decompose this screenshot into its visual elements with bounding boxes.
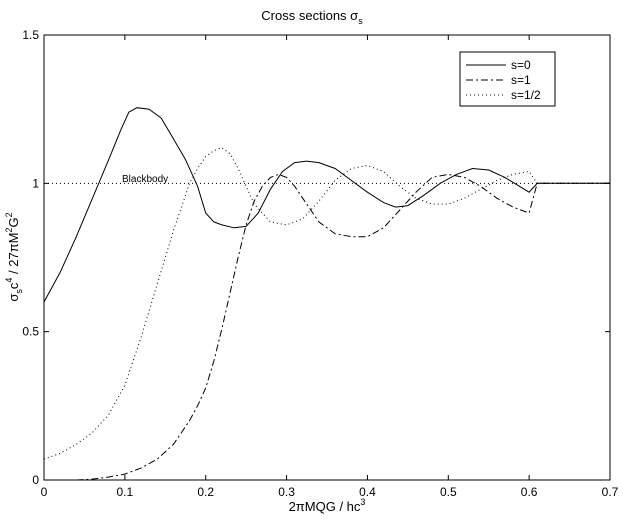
x-axis-ticks: 0 0.1 0.2 0.3 0.4 0.5 0.6 0.7	[41, 35, 619, 499]
chart-title-subscript: s	[358, 16, 363, 26]
y-tick-label: 0.5	[22, 325, 39, 339]
y-axis-ticks: 0 0.5 1 1.5	[22, 28, 610, 487]
x-tick-label: 0	[41, 485, 48, 499]
chart-title-symbol: σ	[350, 8, 358, 23]
y-axis-label: σsc4 / 27πM2G2	[4, 212, 24, 301]
x-tick-label: 0.5	[440, 485, 457, 499]
chart-title: Cross sections σs	[261, 8, 363, 26]
x-tick-label: 0.2	[197, 485, 214, 499]
series-line-0	[43, 107, 610, 303]
x-tick-label: 0.6	[521, 485, 538, 499]
x-axis-label-text: 2πMQG / hc	[289, 499, 361, 514]
blackbody-label: Blackbody	[122, 174, 168, 185]
legend-label-2: s=1/2	[511, 88, 541, 102]
x-tick-label: 0.7	[602, 485, 619, 499]
y-tick-label: 1	[32, 176, 39, 190]
x-axis-label-superscript: 3	[360, 497, 365, 507]
series-line-2	[43, 147, 610, 460]
x-tick-label: 0.4	[359, 485, 376, 499]
plot-area	[43, 34, 611, 481]
plot-curves	[43, 107, 610, 481]
series-line-1	[76, 173, 610, 481]
legend-box	[459, 51, 556, 107]
legend-label-0: s=0	[511, 58, 531, 72]
y-tick-label: 0	[32, 473, 39, 487]
chart-title-text: Cross sections	[261, 8, 347, 23]
x-tick-label: 0.3	[278, 485, 295, 499]
x-tick-label: 0.1	[117, 485, 134, 499]
legend: s=0s=1s=1/2	[459, 51, 556, 107]
y-tick-label: 1.5	[22, 28, 39, 42]
x-axis-label: 2πMQG / hc3	[289, 497, 366, 514]
legend-label-1: s=1	[511, 73, 531, 87]
